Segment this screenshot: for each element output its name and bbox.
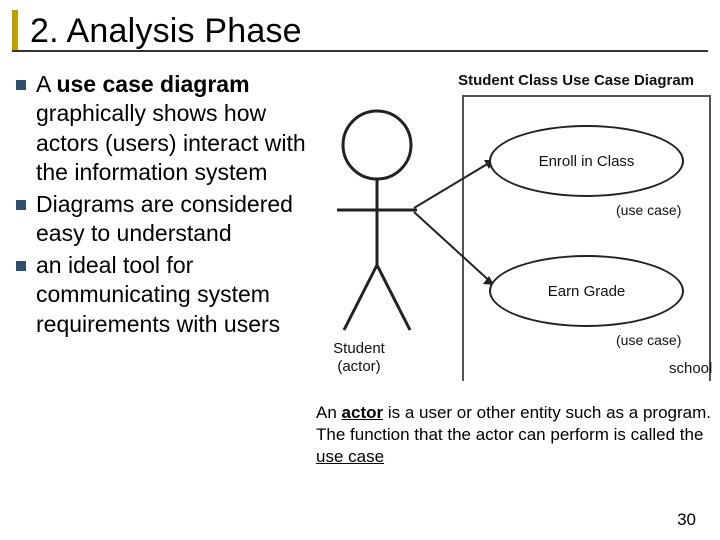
bullet-text: an ideal tool for communicating system r… <box>36 251 311 339</box>
use-case-1: Enroll in Class <box>489 125 684 197</box>
bullet-marker <box>16 80 26 90</box>
bullet-item: Diagrams are considered easy to understa… <box>16 190 311 249</box>
caption-term-usecase: use case <box>316 447 384 466</box>
actor-label: Student (actor) <box>324 340 394 376</box>
use-case-2: Earn Grade <box>489 255 684 327</box>
use-case-2-tag: (use case) <box>616 332 681 348</box>
bullet-marker <box>16 261 26 271</box>
bullet-lead: use case diagram <box>56 71 249 97</box>
actor-role: (actor) <box>337 358 380 375</box>
caption-1a: An <box>316 403 342 422</box>
title-underline <box>12 50 708 52</box>
bullet-marker <box>16 200 26 210</box>
caption-term-actor: actor <box>342 403 384 422</box>
bullet-rest: graphically shows how actors (users) int… <box>36 100 306 185</box>
bullet-item: A use case diagram graphically shows how… <box>16 70 311 188</box>
page-number: 30 <box>677 510 696 530</box>
bullet-text: A use case diagram graphically shows how… <box>36 70 311 188</box>
actor-name: Student <box>333 340 385 357</box>
use-case-1-tag: (use case) <box>616 202 681 218</box>
use-case-diagram: Student Class Use Case Diagram Student (… <box>314 70 714 385</box>
bullet-text: Diagrams are considered easy to understa… <box>36 190 311 249</box>
body-area: A use case diagram graphically shows how… <box>16 70 710 516</box>
diagram-title: Student Class Use Case Diagram <box>458 72 694 89</box>
stick-figure-icon <box>332 105 422 335</box>
bullet-item: an ideal tool for communicating system r… <box>16 251 311 339</box>
title-accent <box>12 10 18 52</box>
bullet-list: A use case diagram graphically shows how… <box>16 70 311 341</box>
use-case-2-label: Earn Grade <box>548 283 626 300</box>
caption: An actor is a user or other entity such … <box>316 402 720 468</box>
slide: 2. Analysis Phase A use case diagram gra… <box>0 0 720 540</box>
slide-title: 2. Analysis Phase <box>12 10 708 51</box>
caption-2a: The function that the actor can perform … <box>316 425 703 444</box>
caption-1c: is a user or other entity such as a prog… <box>383 403 711 422</box>
actor-figure <box>332 105 422 335</box>
use-case-1-label: Enroll in Class <box>539 153 635 170</box>
title-bar: 2. Analysis Phase <box>12 10 708 51</box>
system-label: school <box>669 360 712 377</box>
